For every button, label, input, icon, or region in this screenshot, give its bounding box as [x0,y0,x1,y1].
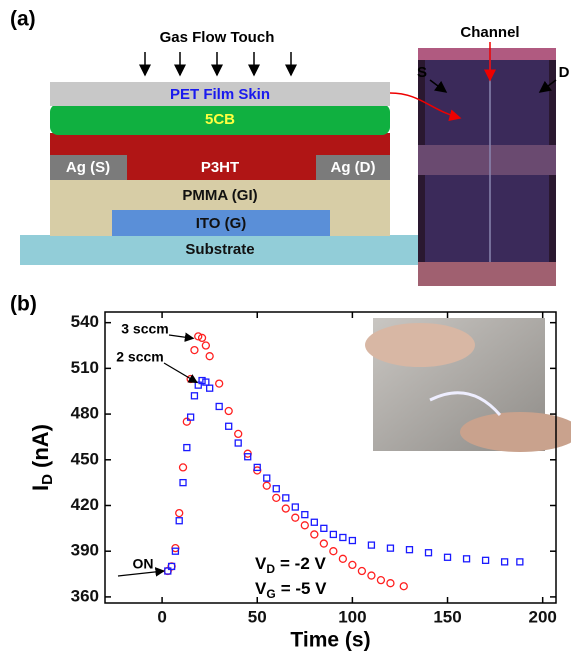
data-point [301,522,308,529]
data-point [320,540,327,547]
data-point [191,393,197,399]
y-tick-label: 540 [71,312,99,331]
y-tick-label: 360 [71,586,99,605]
data-point [292,504,298,510]
data-point [207,385,213,391]
ag-s-label: Ag (S) [66,159,110,176]
x-tick-label: 200 [528,607,556,626]
bias-label: VG = -5 V [255,579,327,601]
data-point [426,550,432,556]
data-point [387,580,394,587]
data-point [202,342,209,349]
bias-subscript: G [266,587,275,601]
series-arrow [169,335,193,338]
data-point [273,494,280,501]
data-point [226,423,232,429]
data-point [216,380,223,387]
data-point [483,557,489,563]
bias-symbol: V [255,579,267,598]
y-tick-label: 390 [71,541,99,560]
data-point [225,408,232,415]
channel-label: Channel [460,24,519,41]
data-point [340,534,346,540]
data-point [377,577,384,584]
data-point [264,475,270,481]
on-arrow [118,571,164,576]
data-point [263,482,270,489]
bias-symbol: V [255,554,267,573]
data-point [321,525,327,531]
data-point [502,559,508,565]
bias-text: = -5 V [281,579,327,598]
y-tick-label: 420 [71,495,99,514]
figure: (a) Gas Flow Touch PET Film Skin 5CB Ag … [0,0,571,652]
data-point [235,440,241,446]
pet-label: PET Film Skin [170,86,270,103]
substrate-label: Substrate [185,241,254,258]
y-label-unit: (nA) [28,424,53,468]
data-point [330,531,336,537]
data-point [349,561,356,568]
data-point [183,418,190,425]
data-point [464,556,470,562]
data-point [311,531,318,538]
data-point [387,545,393,551]
x-tick-label: 150 [433,607,461,626]
data-point [180,464,187,471]
x-axis-label: Time (s) [290,629,370,652]
data-point [349,538,355,544]
data-point [517,559,523,565]
data-point [368,572,375,579]
flow-arrows [145,52,291,75]
bias-label: VD = -2 V [255,554,327,576]
x-tick-label: 50 [248,607,267,626]
y-tick-label: 450 [71,449,99,468]
data-point [282,505,289,512]
x-tick-label: 0 [157,607,166,626]
p3ht-label: P3HT [201,159,239,176]
d-label: D [559,64,570,81]
series-label: 3 sccm [121,321,168,337]
data-point [311,519,317,525]
data-point [273,486,279,492]
data-point [368,542,374,548]
data-point [180,480,186,486]
data-point [400,583,407,590]
inset-photo [365,318,571,452]
data-point [283,495,289,501]
ito-label: ITO (G) [196,215,247,232]
data-point [292,514,299,521]
series-label: 2 sccm [116,349,163,365]
data-point [445,554,451,560]
data-point [339,555,346,562]
series-arrow [164,363,197,383]
y-axis-label: ID(nA) [28,424,56,491]
data-point [176,510,183,517]
data-point [216,403,222,409]
data-point [191,347,198,354]
x-tick-label: 100 [338,607,366,626]
data-point [235,430,242,437]
data-point [176,518,182,524]
device-photo [418,48,556,286]
gas-flow-label: Gas Flow Touch [160,29,275,46]
on-label: ON [133,556,154,572]
s-label: S [417,64,427,81]
data-point [406,547,412,553]
panel-label: (a) [10,8,36,31]
y-tick-label: 510 [71,358,99,377]
data-point [184,445,190,451]
y-label-subscript: D [39,474,56,485]
panel-label: (b) [10,293,37,316]
data-point [302,512,308,518]
data-point [206,353,213,360]
5cb-label: 5CB [205,111,235,128]
ag-d-label: Ag (D) [331,159,376,176]
data-point [358,568,365,575]
y-tick-label: 480 [71,404,99,423]
bias-subscript: D [266,562,275,576]
pmma-label: PMMA (GI) [182,187,257,204]
bias-text: = -2 V [280,554,326,573]
data-point [330,548,337,555]
